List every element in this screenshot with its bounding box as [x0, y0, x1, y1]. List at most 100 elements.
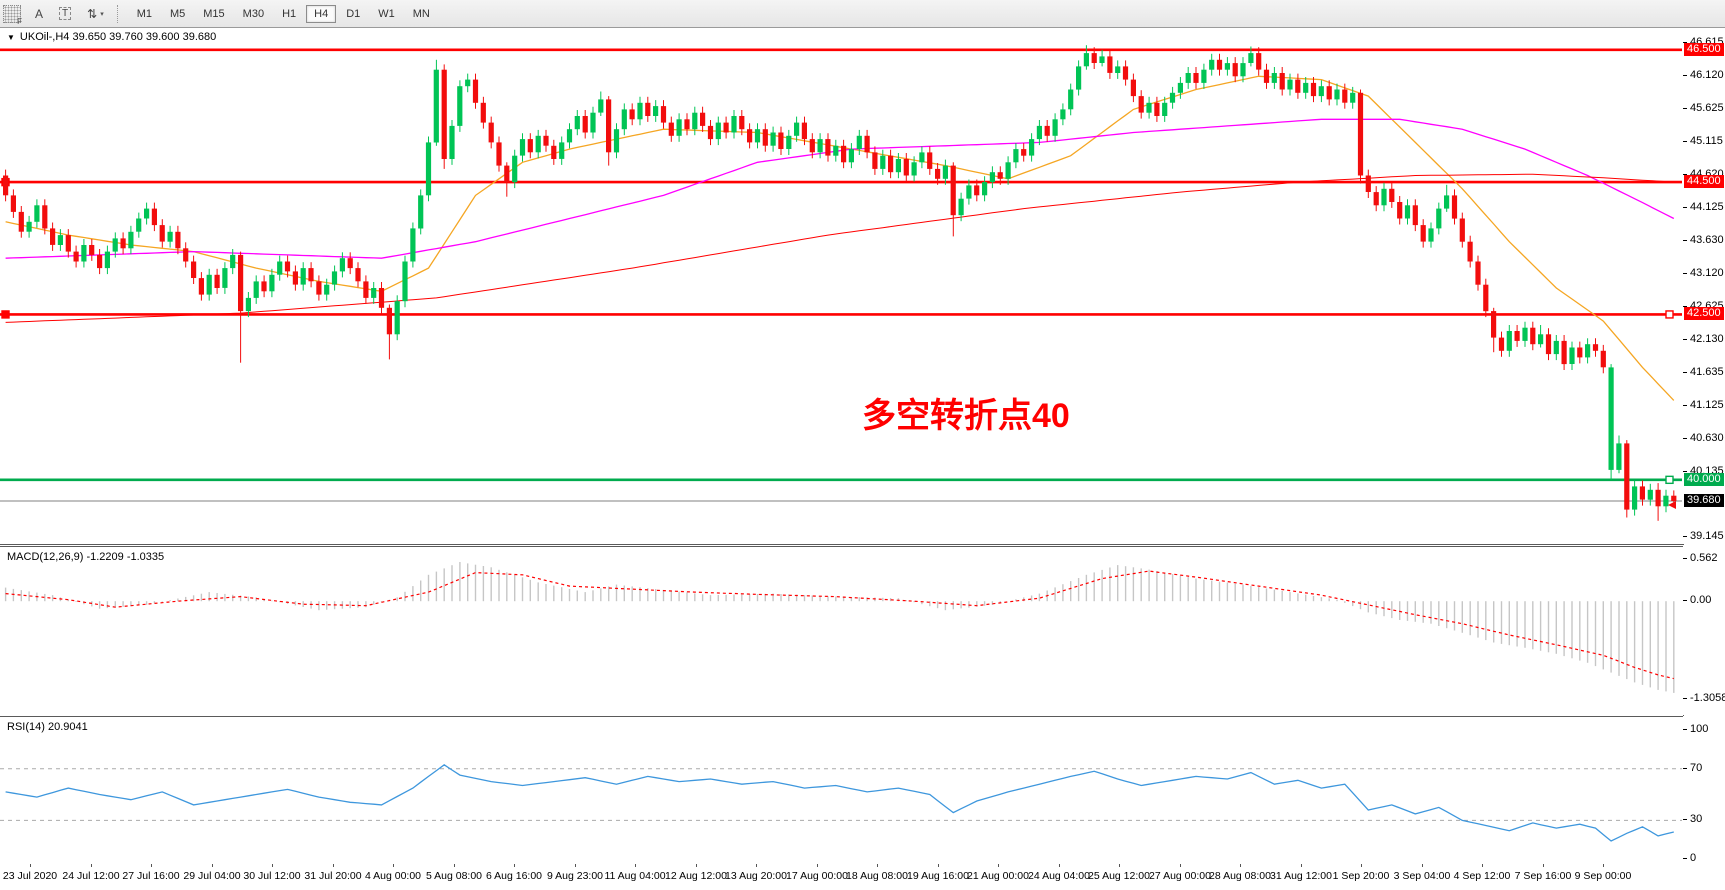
date-tick-mark: [514, 864, 515, 867]
date-label: 24 Aug 04:00: [1028, 870, 1090, 882]
rsi-pane[interactable]: RSI(14) 20.9041: [0, 716, 1684, 866]
timeframe-button-m1[interactable]: M1: [129, 5, 160, 23]
date-label: 1 Sep 20:00: [1332, 870, 1390, 882]
macd-signal-line: [5, 570, 1674, 680]
axis-tick-mark: [1683, 141, 1687, 142]
rsi-axis[interactable]: 100 70 30 0: [1683, 716, 1725, 864]
date-tick-mark: [635, 864, 636, 867]
date-label: 11 Aug 04:00: [604, 870, 666, 882]
date-label: 25 Aug 12:00: [1088, 870, 1150, 882]
axis-tick-mark: [1683, 75, 1687, 76]
date-label: 3 Sep 04:00: [1393, 870, 1451, 882]
ma-mid-magenta: [5, 118, 1675, 259]
rsi-line: [5, 764, 1674, 842]
toolbar-separator: [116, 4, 123, 23]
date-tick-mark: [1543, 864, 1544, 867]
ma-slow-red: [5, 173, 1674, 323]
date-tick-mark: [877, 864, 878, 867]
rsi-chart[interactable]: [0, 717, 1682, 863]
axis-tick-mark: [1683, 273, 1687, 274]
macd-axis[interactable]: 0.562 0.00 -1.3058: [1683, 546, 1725, 715]
axis-tick-mark: [1683, 174, 1687, 175]
price-tick-label: 43.120: [1690, 267, 1724, 279]
axis-tick-mark: [1683, 240, 1687, 241]
hline-anchor[interactable]: [1665, 475, 1674, 485]
date-label: 23 Jul 2020: [2, 870, 58, 882]
label-tool-button[interactable]: A: [28, 4, 50, 24]
date-tick-mark: [1301, 864, 1302, 867]
date-label: 9 Sep 00:00: [1574, 870, 1632, 882]
timeframe-button-h1[interactable]: H1: [274, 5, 304, 23]
timeframe-button-m5[interactable]: M5: [162, 5, 193, 23]
date-label: 28 Aug 08:00: [1209, 870, 1271, 882]
date-tick-mark: [1361, 864, 1362, 867]
date-tick-mark: [1180, 864, 1181, 867]
timeframe-button-m15[interactable]: M15: [195, 5, 232, 23]
macd-chart[interactable]: [0, 547, 1682, 714]
arrows-icon: ⇅: [87, 6, 98, 21]
date-label: 12 Aug 12:00: [665, 870, 727, 882]
text-t-icon: T: [59, 7, 72, 20]
axis-tick-mark: [1683, 858, 1687, 859]
hline-anchor[interactable]: [1665, 310, 1674, 319]
main-chart-pane[interactable]: ▼ UKOil-,H4 39.650 39.760 39.600 39.680 …: [0, 28, 1684, 545]
date-label: 17 Aug 00:00: [786, 870, 848, 882]
date-label: 31 Jul 20:00: [304, 870, 362, 882]
axis-tick-mark: [1683, 536, 1687, 537]
timeframe-button-mn[interactable]: MN: [405, 5, 438, 23]
candles: [0, 45, 1682, 521]
date-tick-mark: [454, 864, 455, 867]
axis-tick-mark: [1683, 207, 1687, 208]
date-tick-mark: [1422, 864, 1423, 867]
arrange-tool-button[interactable]: ⇅ ▾: [80, 4, 111, 24]
axis-tick-mark: [1683, 819, 1687, 820]
date-tick-mark: [1482, 864, 1483, 867]
date-tick-mark: [91, 864, 92, 867]
date-tick-mark: [151, 864, 152, 867]
axis-tick-mark: [1683, 339, 1687, 340]
axis-tick-mark: [1683, 600, 1687, 601]
date-axis[interactable]: 23 Jul 2020 24 Jul 12:00 27 Jul 16:00 29 Ju…: [0, 864, 1725, 890]
price-tick-label: 40.630: [1690, 432, 1724, 444]
date-label: 4 Aug 00:00: [364, 870, 422, 882]
date-label: 31 Aug 12:00: [1270, 870, 1332, 882]
price-tick-label: 41.125: [1690, 399, 1724, 411]
date-tick-mark: [212, 864, 213, 867]
timeframe-button-w1[interactable]: W1: [370, 5, 403, 23]
rsi-tick-label: 30: [1690, 813, 1703, 825]
date-tick-mark: [756, 864, 757, 867]
timeframe-button-m30[interactable]: M30: [235, 5, 272, 23]
axis-tick-mark: [1683, 42, 1687, 43]
last-price-marker-icon: [1668, 500, 1676, 509]
date-label: 9 Aug 23:00: [546, 870, 604, 882]
price-tick-label: 46.120: [1690, 69, 1724, 81]
timeframe-button-h4[interactable]: H4: [306, 4, 337, 23]
current-price-label: 39.680: [1684, 494, 1724, 507]
toolbar-handle-icon[interactable]: F: [3, 4, 22, 26]
axis-tick-mark: [1683, 698, 1687, 699]
price-tick-label: 43.630: [1690, 234, 1724, 246]
candlestick-chart[interactable]: [0, 28, 1682, 544]
macd-pane[interactable]: MACD(12,26,9) -1.2209 -1.0335: [0, 546, 1684, 717]
axis-tick-mark: [1683, 108, 1687, 109]
axis-tick-mark: [1683, 558, 1687, 559]
ma-fast-orange: [5, 75, 1675, 401]
text-tool-button[interactable]: T: [52, 4, 78, 24]
price-tick-label: 41.635: [1690, 366, 1724, 378]
collapse-arrow-icon[interactable]: ▼: [7, 32, 15, 42]
date-label: 27 Aug 00:00: [1149, 870, 1211, 882]
hline-price-label: 44.500: [1684, 175, 1724, 188]
date-label: 30 Jul 12:00: [243, 870, 301, 882]
axis-tick-mark: [1683, 471, 1687, 472]
date-label: 19 Aug 16:00: [907, 870, 969, 882]
date-label: 18 Aug 08:00: [846, 870, 908, 882]
chart-annotation-text: 多空转折点40: [862, 397, 1070, 435]
hline-anchor[interactable]: [1, 310, 10, 319]
date-tick-mark: [333, 864, 334, 867]
rsi-tick-label: 70: [1690, 762, 1703, 774]
hline-price-label: 40.000: [1684, 473, 1724, 486]
macd-tick-label: 0.00: [1690, 594, 1712, 606]
timeframe-button-d1[interactable]: D1: [338, 5, 368, 23]
date-tick-mark: [1240, 864, 1241, 867]
price-axis[interactable]: 46.615 46.120 45.625 45.115 44.620 44.125 43.6…: [1683, 28, 1725, 544]
